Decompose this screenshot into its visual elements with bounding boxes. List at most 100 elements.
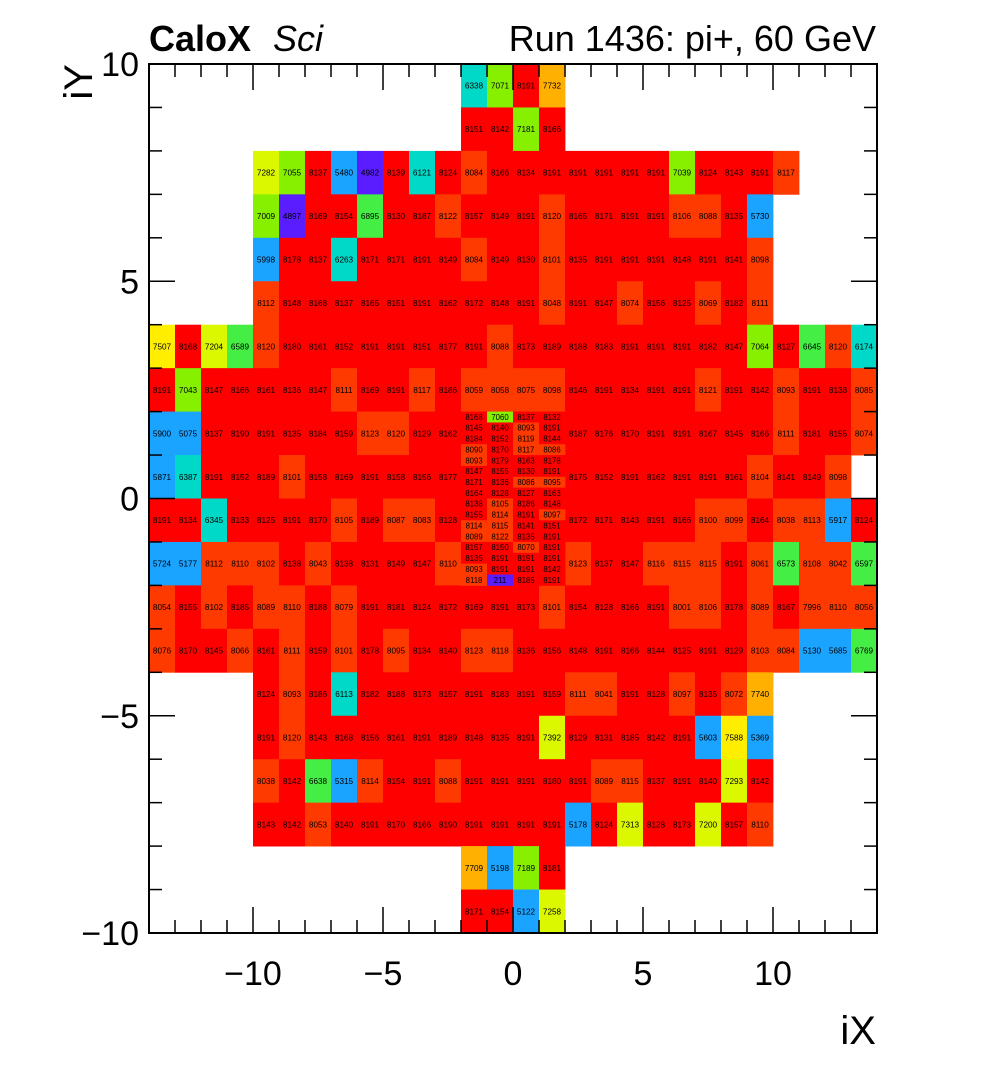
heatmap-cell <box>747 324 774 369</box>
heatmap-cell <box>487 563 514 575</box>
heatmap-cell <box>435 455 462 499</box>
cell-value-label: 8191 <box>673 429 692 438</box>
heatmap-cell <box>305 237 332 282</box>
heatmap-cell <box>253 455 280 499</box>
cell-value-label: 8093 <box>465 456 482 465</box>
cell-value-label: 8142 <box>283 820 302 829</box>
heatmap-cell <box>383 150 410 195</box>
cell-value-label: 8127 <box>777 342 796 351</box>
cell-value-label: 8191 <box>569 299 588 308</box>
heatmap-cell <box>279 237 306 282</box>
heatmap-cell <box>253 585 280 630</box>
heatmap-cell <box>695 281 722 326</box>
heatmap-cell <box>383 237 410 282</box>
cell-value-label: 8137 <box>517 413 534 422</box>
heatmap-cell <box>695 498 722 543</box>
title-experiment: CaloX <box>149 18 251 59</box>
cell-value-label: 8191 <box>517 565 534 574</box>
cell-value-label: 8173 <box>517 342 536 351</box>
heatmap-cell <box>851 324 878 369</box>
heatmap-cell <box>513 585 540 630</box>
heatmap-cell <box>643 541 670 586</box>
heatmap-cell <box>201 585 228 630</box>
heatmap-cell <box>669 498 696 543</box>
heatmap-cell <box>825 368 852 412</box>
cell-value-label: 8134 <box>179 516 198 525</box>
cell-value-label: 8117 <box>777 169 795 178</box>
cell-value-label: 8191 <box>465 777 484 786</box>
cell-value-label: 8191 <box>387 342 406 351</box>
heatmap-cell <box>773 455 800 499</box>
heatmap-cell <box>435 411 462 456</box>
heatmap-cell <box>487 194 514 239</box>
cell-value-label: 8165 <box>361 299 380 308</box>
heatmap-cell <box>539 541 566 554</box>
cell-value-label: 8191 <box>361 342 380 351</box>
heatmap-cell <box>591 628 618 673</box>
heatmap-cell <box>253 194 280 239</box>
cell-value-label: 8150 <box>491 543 509 552</box>
heatmap-cell <box>305 455 332 499</box>
heatmap-cell <box>617 281 644 326</box>
cell-value-label: 8129 <box>569 733 588 742</box>
heatmap-cell <box>513 531 540 543</box>
heatmap-cell <box>201 455 228 499</box>
heatmap-cell <box>487 237 514 282</box>
heatmap-cell <box>461 64 488 108</box>
heatmap-cell <box>747 281 774 326</box>
cell-value-label: 8156 <box>413 473 432 482</box>
heatmap-cell <box>461 476 488 489</box>
heatmap-cell <box>331 715 358 760</box>
cell-value-label: 8178 <box>361 647 380 656</box>
heatmap-cell <box>461 585 488 630</box>
heatmap-cell <box>721 585 748 630</box>
cell-value-label: 8191 <box>595 386 614 395</box>
cell-value-label: 8157 <box>725 820 744 829</box>
cell-value-label: 8121 <box>699 386 718 395</box>
cell-value-label: 8166 <box>621 603 640 612</box>
cell-value-label: 8191 <box>543 467 560 476</box>
cell-value-label: 8106 <box>699 603 718 612</box>
heatmap-cell <box>591 411 618 456</box>
cell-value-label: 8120 <box>283 733 302 742</box>
heatmap-cell <box>227 585 254 630</box>
heatmap-cell <box>747 237 774 282</box>
heatmap-cell <box>721 411 748 456</box>
cell-value-label: 8112 <box>257 299 275 308</box>
heatmap-cell <box>201 628 228 673</box>
heatmap-cell <box>487 889 514 934</box>
heatmap-cell <box>149 585 176 630</box>
cell-value-label: 8101 <box>335 647 354 656</box>
heatmap-cell <box>435 324 462 369</box>
heatmap-cell <box>539 194 566 239</box>
heatmap-cell <box>799 455 826 499</box>
heatmap-cell <box>617 368 644 412</box>
cell-value-label: 7258 <box>543 907 562 916</box>
cell-value-label: 8177 <box>439 473 458 482</box>
cell-value-label: 7282 <box>257 169 276 178</box>
cell-value-label: 8084 <box>465 256 484 265</box>
heatmap-cell <box>383 759 410 804</box>
cell-value-label: 7064 <box>751 342 770 351</box>
heatmap-cell <box>825 628 852 673</box>
cell-value-label: 8191 <box>543 576 560 585</box>
cell-value-label: 8142 <box>647 733 666 742</box>
heatmap-cell <box>513 846 540 890</box>
cell-value-label: 8191 <box>517 82 536 91</box>
cell-value-label: 8089 <box>595 777 614 786</box>
cell-value-label: 8191 <box>621 690 640 699</box>
cell-value-label: 8166 <box>413 820 432 829</box>
cell-value-label: 8128 <box>595 603 614 612</box>
cell-value-label: 8075 <box>517 386 536 395</box>
y-axis-title: iY <box>57 64 101 100</box>
cell-value-label: 8170 <box>621 429 640 438</box>
heatmap-cell <box>617 194 644 239</box>
cell-value-label: 8191 <box>699 256 718 265</box>
cell-value-label: 8191 <box>803 386 822 395</box>
heatmap-cell <box>461 759 488 804</box>
heatmap-cell <box>773 498 800 543</box>
heatmap-cell <box>201 324 228 369</box>
heatmap-cell <box>513 324 540 369</box>
cell-value-label: 8087 <box>387 516 406 525</box>
heatmap-cell <box>565 585 592 630</box>
